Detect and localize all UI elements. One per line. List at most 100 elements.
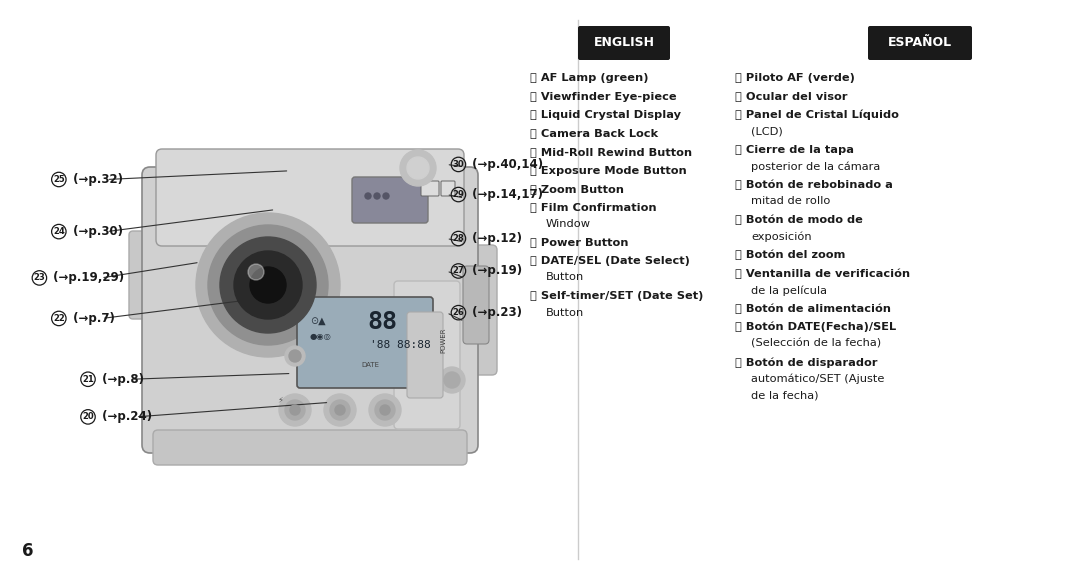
Text: ㉚ Self-timer/SET (Date Set): ㉚ Self-timer/SET (Date Set) bbox=[530, 291, 703, 301]
FancyBboxPatch shape bbox=[153, 430, 467, 465]
Text: (→p.32): (→p.32) bbox=[69, 173, 123, 186]
Text: (→p.19): (→p.19) bbox=[469, 265, 523, 277]
Circle shape bbox=[291, 405, 300, 415]
Text: ㉘ Botón de alimentación: ㉘ Botón de alimentación bbox=[735, 303, 891, 314]
Text: mitad de rollo: mitad de rollo bbox=[751, 196, 831, 207]
Circle shape bbox=[369, 394, 401, 426]
Text: 29: 29 bbox=[453, 190, 464, 199]
Text: exposición: exposición bbox=[751, 232, 812, 242]
Text: ⑳ AF Lamp (green): ⑳ AF Lamp (green) bbox=[530, 73, 648, 83]
Circle shape bbox=[330, 400, 350, 420]
Text: 88: 88 bbox=[367, 310, 397, 334]
Text: ㉓ Camera Back Lock: ㉓ Camera Back Lock bbox=[530, 129, 658, 138]
Text: 26: 26 bbox=[453, 308, 464, 317]
FancyBboxPatch shape bbox=[156, 149, 464, 246]
Circle shape bbox=[279, 394, 311, 426]
Circle shape bbox=[324, 394, 356, 426]
Text: 25: 25 bbox=[53, 175, 65, 184]
Text: de la película: de la película bbox=[751, 285, 827, 295]
Text: (→p.23): (→p.23) bbox=[469, 306, 523, 319]
Text: ●◉◎: ●◉◎ bbox=[310, 332, 332, 340]
Circle shape bbox=[208, 225, 328, 345]
Text: ㉙ Botón DATE(Fecha)/SEL: ㉙ Botón DATE(Fecha)/SEL bbox=[735, 322, 896, 332]
Text: 24: 24 bbox=[53, 227, 65, 236]
Text: POWER: POWER bbox=[440, 327, 446, 353]
FancyBboxPatch shape bbox=[457, 245, 497, 375]
Text: ㉔ Mid-Roll Rewind Button: ㉔ Mid-Roll Rewind Button bbox=[530, 147, 692, 157]
Text: (LCD): (LCD) bbox=[751, 126, 783, 137]
Text: ㉑ Ocular del visor: ㉑ Ocular del visor bbox=[735, 91, 848, 101]
Circle shape bbox=[438, 367, 465, 393]
Text: 22: 22 bbox=[53, 314, 65, 323]
Circle shape bbox=[335, 405, 345, 415]
Circle shape bbox=[285, 400, 305, 420]
Text: Button: Button bbox=[546, 273, 584, 283]
Text: 20: 20 bbox=[82, 412, 94, 422]
Text: (→p.8): (→p.8) bbox=[98, 373, 144, 386]
Text: 21: 21 bbox=[82, 375, 94, 384]
Circle shape bbox=[285, 346, 305, 366]
Text: ESPAÑOL: ESPAÑOL bbox=[888, 36, 953, 49]
Text: ㉔ Botón de rebobinado a: ㉔ Botón de rebobinado a bbox=[735, 180, 893, 190]
Circle shape bbox=[365, 193, 372, 199]
Circle shape bbox=[248, 264, 264, 280]
FancyBboxPatch shape bbox=[463, 266, 489, 344]
Circle shape bbox=[374, 193, 380, 199]
Text: ㉑ Viewfinder Eye-piece: ㉑ Viewfinder Eye-piece bbox=[530, 91, 677, 101]
Text: 28: 28 bbox=[453, 234, 464, 243]
Circle shape bbox=[249, 267, 286, 303]
Text: (→p.12): (→p.12) bbox=[469, 232, 523, 245]
Text: (→p.19,29): (→p.19,29) bbox=[50, 272, 124, 284]
Text: Button: Button bbox=[546, 307, 584, 317]
Text: ㉗ Film Confirmation: ㉗ Film Confirmation bbox=[530, 203, 657, 212]
FancyBboxPatch shape bbox=[407, 312, 443, 398]
Text: ㉒ Liquid Crystal Display: ㉒ Liquid Crystal Display bbox=[530, 110, 681, 120]
FancyBboxPatch shape bbox=[297, 297, 433, 388]
Text: ㉘ Power Button: ㉘ Power Button bbox=[530, 237, 629, 247]
Text: (Selección de la fecha): (Selección de la fecha) bbox=[751, 339, 881, 349]
Text: ㉒ Panel de Cristal Líquido: ㉒ Panel de Cristal Líquido bbox=[735, 110, 899, 120]
Text: 6: 6 bbox=[22, 542, 33, 560]
Text: (→p.30): (→p.30) bbox=[69, 225, 123, 238]
Text: ㉕ Botón de modo de: ㉕ Botón de modo de bbox=[735, 215, 863, 225]
Text: 30: 30 bbox=[453, 160, 464, 169]
Circle shape bbox=[220, 237, 316, 333]
Text: (→p.14,17): (→p.14,17) bbox=[469, 188, 543, 201]
Text: (→p.7): (→p.7) bbox=[69, 312, 114, 325]
Circle shape bbox=[380, 405, 390, 415]
Circle shape bbox=[289, 350, 301, 362]
Text: (→p.24): (→p.24) bbox=[98, 411, 152, 423]
FancyBboxPatch shape bbox=[578, 26, 670, 60]
FancyBboxPatch shape bbox=[868, 26, 972, 60]
Circle shape bbox=[234, 251, 302, 319]
Text: ㉖ Botón del zoom: ㉖ Botón del zoom bbox=[735, 250, 846, 261]
Text: 23: 23 bbox=[33, 273, 45, 283]
Circle shape bbox=[444, 372, 460, 388]
FancyBboxPatch shape bbox=[441, 181, 455, 196]
Circle shape bbox=[195, 213, 340, 357]
Text: '88 88:88: '88 88:88 bbox=[370, 340, 431, 350]
FancyBboxPatch shape bbox=[352, 177, 428, 223]
FancyBboxPatch shape bbox=[394, 281, 460, 429]
Text: ⑳ Piloto AF (verde): ⑳ Piloto AF (verde) bbox=[735, 73, 855, 83]
Text: ㉚ Botón de disparador: ㉚ Botón de disparador bbox=[735, 357, 877, 368]
Text: ⚡: ⚡ bbox=[278, 395, 283, 405]
FancyBboxPatch shape bbox=[421, 181, 438, 196]
Circle shape bbox=[375, 400, 395, 420]
Text: ㉕ Exposure Mode Button: ㉕ Exposure Mode Button bbox=[530, 166, 687, 175]
Text: ⊙▲: ⊙▲ bbox=[310, 317, 326, 327]
FancyBboxPatch shape bbox=[141, 167, 478, 453]
FancyBboxPatch shape bbox=[129, 231, 159, 319]
Text: ㉙ DATE/SEL (Date Select): ㉙ DATE/SEL (Date Select) bbox=[530, 256, 690, 266]
Circle shape bbox=[407, 157, 429, 179]
Circle shape bbox=[400, 150, 436, 186]
Text: DATE: DATE bbox=[361, 362, 379, 368]
Text: posterior de la cámara: posterior de la cámara bbox=[751, 162, 880, 172]
Text: 27: 27 bbox=[453, 266, 464, 276]
Text: ㉖ Zoom Button: ㉖ Zoom Button bbox=[530, 184, 624, 194]
Circle shape bbox=[383, 193, 389, 199]
Text: de la fecha): de la fecha) bbox=[751, 390, 819, 400]
Text: ENGLISH: ENGLISH bbox=[594, 36, 654, 49]
Text: (→p.40,14): (→p.40,14) bbox=[469, 158, 543, 171]
Text: ㉗ Ventanilla de verificación: ㉗ Ventanilla de verificación bbox=[735, 269, 910, 279]
